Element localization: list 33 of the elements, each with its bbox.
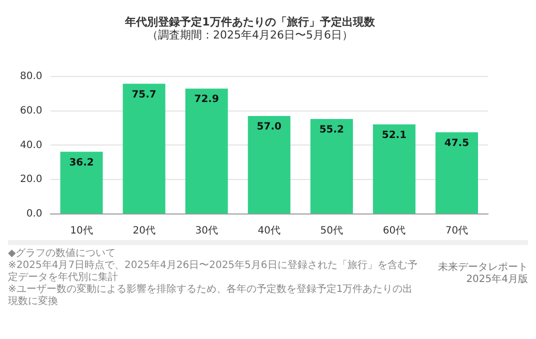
bar [248, 116, 290, 214]
data-label: 57.0 [256, 122, 282, 133]
chart-subtitle: （調査期間：2025年4月26日〜5月6日） [147, 28, 353, 42]
bar [372, 124, 416, 214]
y-tick-label: 60.0 [20, 105, 42, 116]
y-tick-label: 0.0 [26, 208, 42, 220]
data-label: 55.2 [319, 124, 344, 136]
x-tick-label: 40代 [258, 226, 280, 237]
y-tick-label: 20.0 [20, 174, 42, 186]
x-tick-label: 20代 [132, 226, 156, 237]
data-label: 72.9 [194, 94, 219, 106]
text: 2025年4月版 [465, 274, 528, 286]
x-tick-label: 10代 [70, 226, 93, 237]
data-label: 36.2 [69, 157, 94, 168]
x-tick-label: 30代 [195, 226, 218, 237]
text: 未来データレポート [438, 262, 528, 274]
bar [310, 119, 353, 214]
text: ◆グラフの数値について [8, 248, 117, 260]
bar [185, 88, 228, 214]
y-tick-label: 80.0 [20, 70, 42, 82]
x-tick-label: 60代 [382, 226, 406, 237]
text: ※ユーザー数の変動による影響を排除するため、各年の予定数を登録予定1万件あたりの出現数に変換 [8, 284, 414, 308]
data-label: 47.5 [444, 138, 470, 149]
bar [60, 152, 103, 214]
text: ※2025年4月7日時点で、2025年4月26日〜2025年5月6日に登録された「旅行」を含む予定データを年代別に集計 [8, 260, 418, 284]
data-label: 75.7 [132, 89, 156, 100]
bar [435, 132, 478, 214]
x-tick-label: 70代 [445, 226, 468, 237]
bar [122, 84, 166, 214]
x-tick-label: 50代 [320, 226, 344, 237]
chart-title: 年代別登録予定1万件あたりの「旅行」予定出現数 [124, 15, 376, 28]
y-tick-label: 40.0 [20, 140, 42, 151]
data-label: 52.1 [382, 130, 407, 141]
